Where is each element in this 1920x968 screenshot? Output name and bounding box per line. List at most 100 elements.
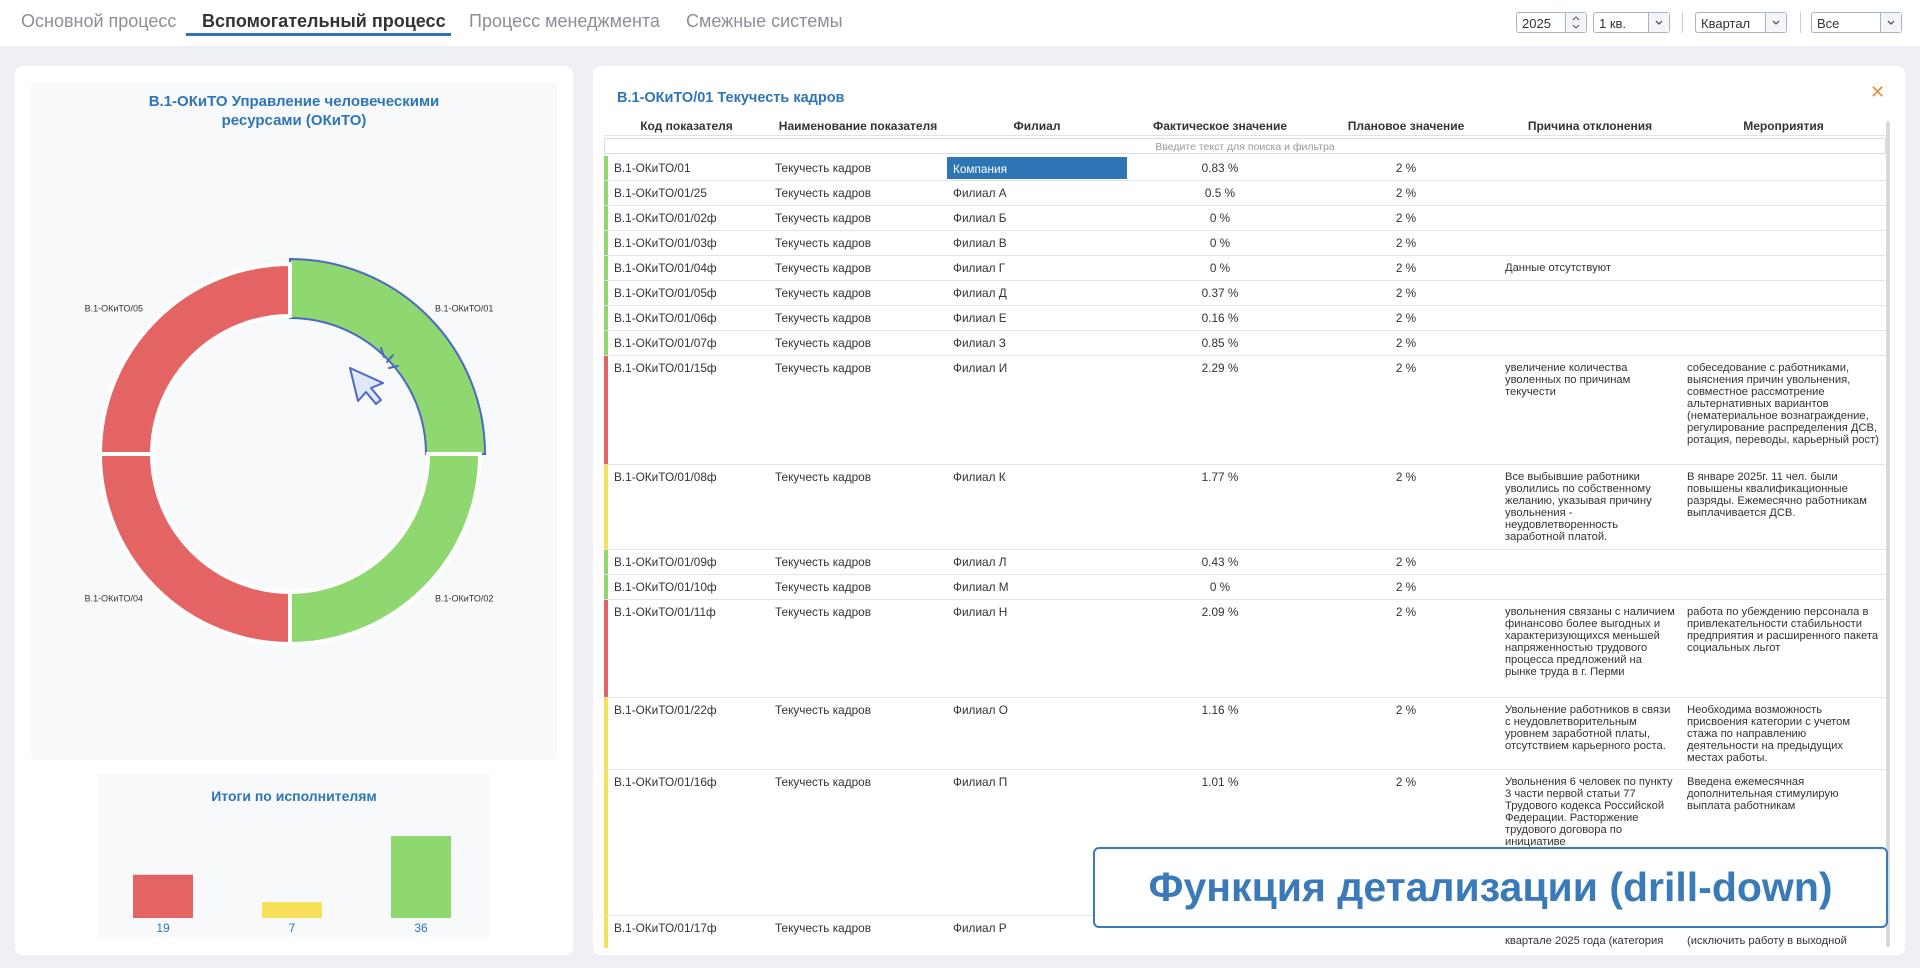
donut-segment[interactable]	[289, 257, 487, 455]
bar[interactable]	[133, 874, 193, 918]
bar[interactable]	[262, 902, 322, 918]
table-cell	[1499, 331, 1681, 355]
donut-segment[interactable]	[97, 452, 292, 647]
table-cell: В.1-ОКиТО/01/04ф	[614, 261, 717, 275]
donut-segment[interactable]	[288, 452, 483, 647]
status-indicator	[604, 281, 608, 305]
table-cell: 2.29 %	[1201, 361, 1239, 375]
table-cell: В.1-ОКиТО/01/22ф	[614, 703, 717, 717]
bar-value-label: 19	[156, 921, 170, 935]
spinner-button[interactable]	[1565, 13, 1586, 32]
table-cell: 0.43 %	[1201, 555, 1239, 569]
status-indicator	[604, 770, 608, 915]
table-row[interactable]: В.1-ОКиТО/01/04ф Текучесть кадров Филиал Г…	[604, 256, 1886, 281]
tab[interactable]: Основной процесс	[21, 11, 177, 31]
table-cell: Филиал В	[953, 236, 1007, 250]
table-row[interactable]: В.1-ОКиТО/01/17ф Текучесть кадров Филиал Р…	[604, 916, 1886, 948]
table-cell	[1499, 156, 1681, 180]
table-cell: Текучесть кадров	[775, 186, 871, 200]
table-cell: 2 %	[1395, 580, 1417, 594]
donut-label: В.1-ОКиТО/04	[85, 593, 143, 603]
table-cell: Необходима возможность присвоения катего…	[1687, 704, 1851, 764]
dropdown-button[interactable]	[1765, 13, 1786, 32]
table-row[interactable]: В.1-ОКиТО/01/08ф Текучесть кадров Филиал К…	[604, 465, 1886, 550]
table-cell	[1499, 575, 1681, 599]
table-row[interactable]: В.1-ОКиТО/01/09ф Текучесть кадров Филиал Л…	[604, 550, 1886, 575]
table-title: В.1-ОКиТО/01 Текучесть кадров	[617, 90, 845, 106]
column-header[interactable]: Мероприятия	[1743, 119, 1824, 133]
donut-label: В.1-ОКиТО/01	[435, 303, 493, 313]
table-cell: Филиал Д	[953, 286, 1007, 300]
tab[interactable]: Процесс менеджмента	[469, 11, 660, 31]
table-cell: Увольнения 6 человек по пункту 3 части п…	[1505, 776, 1673, 848]
table-cell: Филиал Г	[953, 261, 1006, 275]
table-cell: (исключить работу в выходной	[1687, 935, 1847, 947]
table-row[interactable]: В.1-ОКиТО/01 Текучесть кадров Компания 0.83…	[604, 156, 1886, 181]
bar[interactable]	[391, 836, 451, 918]
table-cell	[1681, 256, 1886, 280]
dropdown-button[interactable]	[1648, 13, 1669, 32]
table-row[interactable]: В.1-ОКиТО/01/05ф Текучесть кадров Филиал Д…	[604, 281, 1886, 306]
scope-select[interactable]: Все	[1811, 12, 1902, 33]
status-indicator	[604, 465, 608, 549]
table-cell: 2 %	[1395, 236, 1417, 250]
bar-value-label: 36	[414, 921, 428, 935]
table-cell	[1499, 181, 1681, 205]
status-indicator	[604, 916, 608, 948]
table-row[interactable]: В.1-ОКиТО/01/06ф Текучесть кадров Филиал Е…	[604, 306, 1886, 331]
table-cell: 2 %	[1395, 336, 1417, 350]
donut-segment[interactable]	[97, 261, 292, 456]
table-cell: В.1-ОКиТО/01/15ф	[614, 361, 717, 375]
quarter-select[interactable]: 1 кв.	[1593, 12, 1670, 33]
status-indicator	[604, 231, 608, 255]
column-header[interactable]: Плановое значение	[1347, 119, 1465, 133]
table-row[interactable]: В.1-ОКиТО/01/10ф Текучесть кадров Филиал М…	[604, 575, 1886, 600]
charts: В.1-ОКиТО/01 В.1-ОКиТО/02 В.1-ОКиТО/04 В.1-…	[85, 257, 493, 935]
status-indicator	[604, 206, 608, 230]
table-cell: Филиал О	[953, 703, 1008, 717]
year-spinner[interactable]: 2025	[1516, 12, 1587, 33]
table-cell: Филиал И	[953, 361, 1008, 375]
column-header[interactable]: Наименование показателя	[778, 119, 938, 133]
table-cell: 2 %	[1395, 703, 1417, 717]
column-header[interactable]: Причина отклонения	[1527, 119, 1653, 133]
status-indicator	[604, 600, 608, 697]
column-header[interactable]: Код показателя	[640, 119, 733, 133]
table-cell: В.1-ОКиТО/01/07ф	[614, 336, 717, 350]
tab[interactable]: Смежные системы	[686, 11, 843, 31]
separator	[1800, 12, 1801, 33]
donut-label: В.1-ОКиТО/05	[85, 303, 143, 313]
table-row[interactable]: В.1-ОКиТО/01/03ф Текучесть кадров Филиал В…	[604, 231, 1886, 256]
tab[interactable]: Вспомогательный процесс	[202, 11, 446, 31]
table-row[interactable]: В.1-ОКиТО/01/02ф Текучесть кадров Филиал Б…	[604, 206, 1886, 231]
callout: Функция детализации (drill-down)	[1093, 847, 1888, 928]
table-cell: В.1-ОКиТО/01/02ф	[614, 211, 717, 225]
table-cell	[1681, 550, 1886, 574]
table-row[interactable]: В.1-ОКиТО/01/25 Текучесть кадров Филиал А 0…	[604, 181, 1886, 206]
close-button[interactable]: ✕	[1870, 82, 1886, 102]
table-cell: Филиал П	[953, 775, 1008, 789]
column-header[interactable]: Филиал	[1013, 119, 1061, 133]
period-select[interactable]: Квартал	[1695, 12, 1787, 33]
bar-value-label: 7	[289, 921, 296, 935]
scrollbar[interactable]	[1886, 121, 1890, 947]
table-cell: Филиал Н	[953, 605, 1008, 619]
table-cell: 0.83 %	[1201, 161, 1239, 175]
table-cell: В.1-ОКиТО/01/06ф	[614, 311, 717, 325]
active-tab-underline	[186, 33, 451, 36]
column-header[interactable]: Фактическое значение	[1152, 119, 1288, 133]
table-cell	[1681, 156, 1886, 180]
table-cell: Текучесть кадров	[775, 236, 871, 250]
donut-chart: В.1-ОКиТО/01 В.1-ОКиТО/02 В.1-ОКиТО/04 В.1-…	[85, 257, 493, 647]
table-cell: 2 %	[1395, 470, 1417, 484]
dropdown-button[interactable]	[1880, 13, 1901, 32]
table-cell: В январе 2025г. 11 чел. были повышены кв…	[1687, 471, 1867, 519]
table-row[interactable]: В.1-ОКиТО/01/11ф Текучесть кадров Филиал Н…	[604, 600, 1886, 698]
table-row[interactable]: В.1-ОКиТО/01/07ф Текучесть кадров Филиал З…	[604, 331, 1886, 356]
data-table: Код показателя Наименование показателя Фил…	[604, 118, 1886, 948]
table-cell: 2 %	[1395, 555, 1417, 569]
table-row[interactable]: В.1-ОКиТО/01/15ф Текучесть кадров Филиал И…	[604, 356, 1886, 465]
table-row[interactable]: В.1-ОКиТО/01/22ф Текучесть кадров Филиал О…	[604, 698, 1886, 770]
quarter-value: 1 кв.	[1599, 16, 1627, 31]
table-filter[interactable]: Введите текст для поиска и фильтра	[604, 138, 1886, 154]
